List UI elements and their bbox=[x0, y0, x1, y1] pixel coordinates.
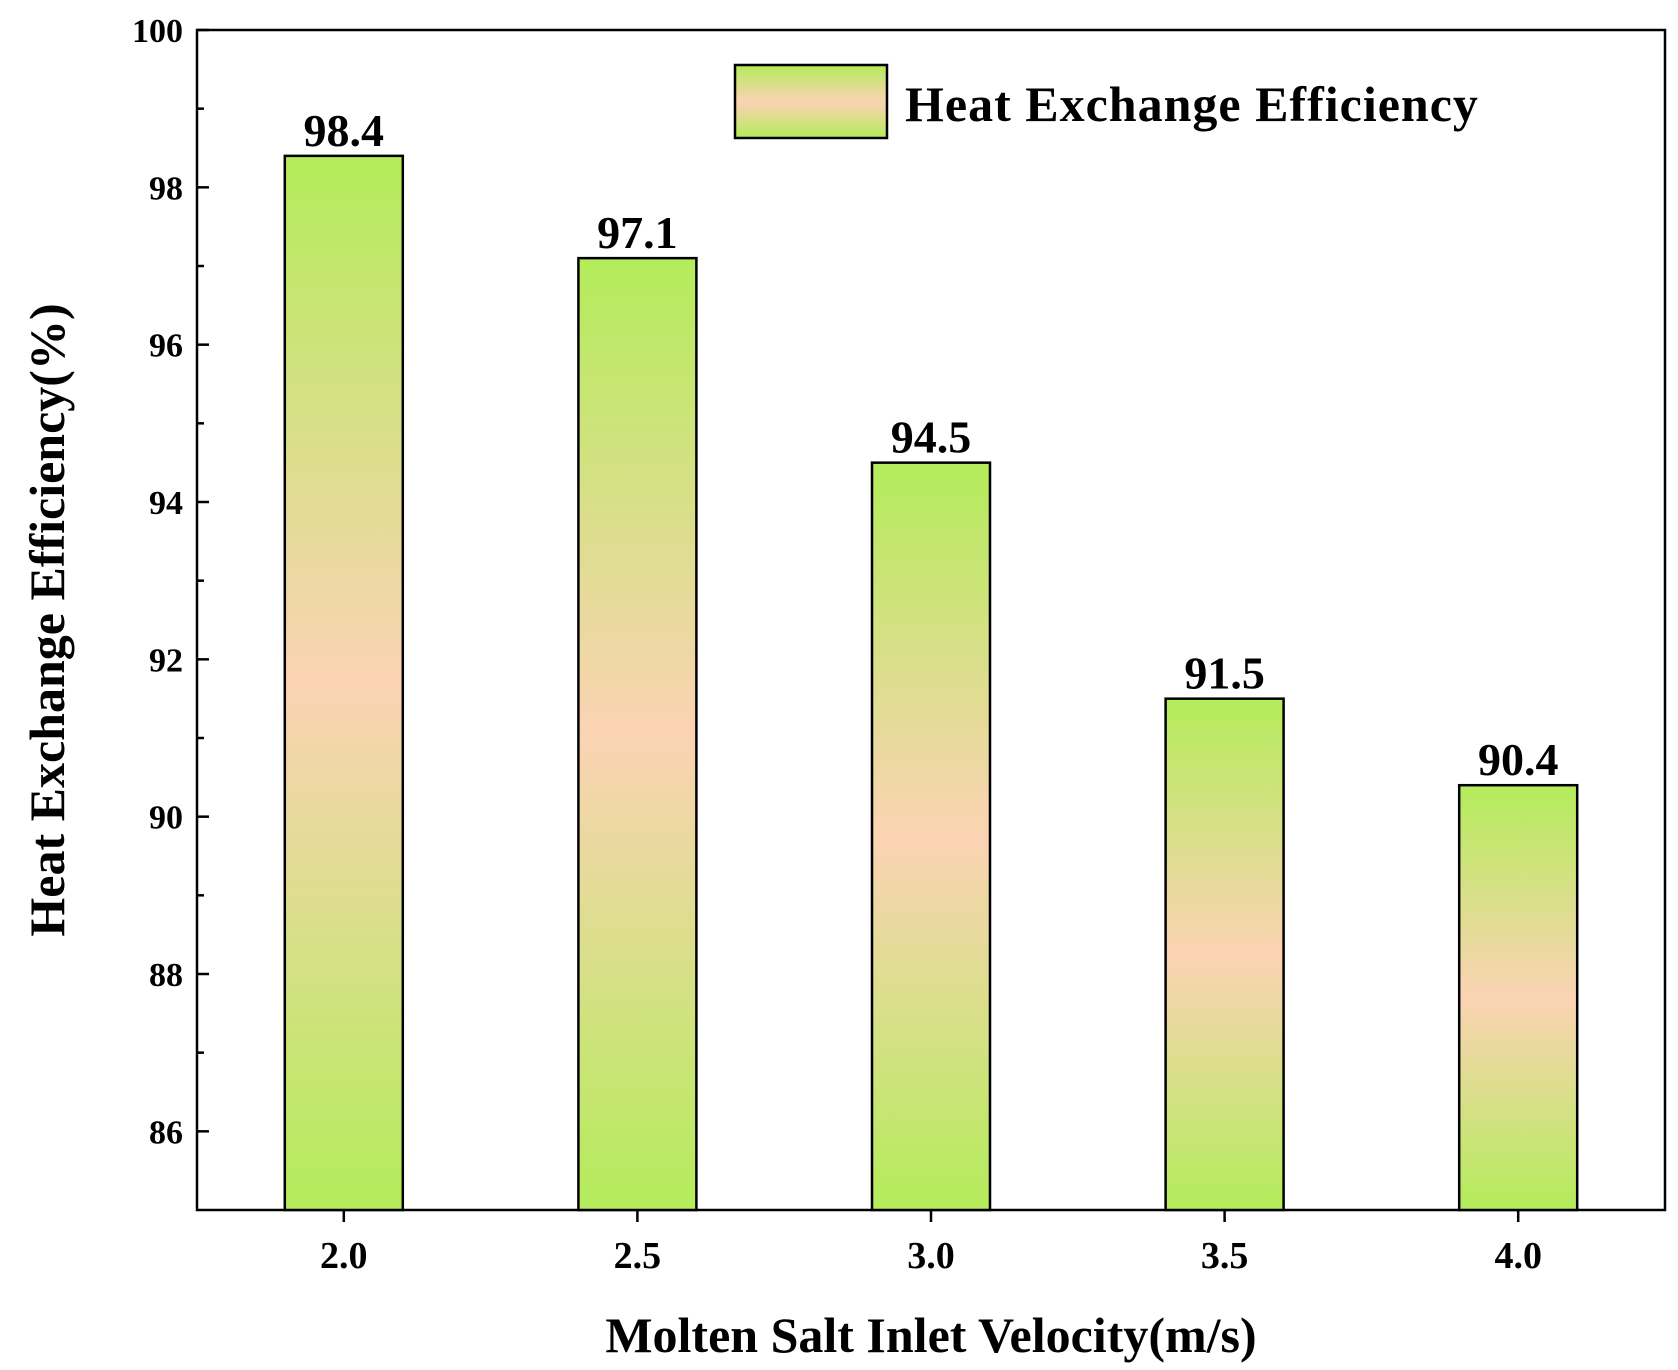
data-labels-group: 98.4 97.1 94.5 91.5 90.4 bbox=[304, 105, 1559, 785]
x-tick-label: 2.5 bbox=[614, 1235, 662, 1277]
y-axis-title: Heat Exchange Efficiency(%) bbox=[19, 303, 75, 936]
bar-4.0 bbox=[1457, 783, 1579, 1212]
data-label-4.0: 90.4 bbox=[1478, 734, 1559, 785]
x-tick-label: 2.0 bbox=[320, 1235, 368, 1277]
y-tick-label: 90 bbox=[149, 800, 183, 837]
x-tick-label: 3.5 bbox=[1201, 1235, 1249, 1277]
y-tick-label: 98 bbox=[149, 170, 183, 207]
bars-group bbox=[283, 154, 1579, 1212]
bar-3.0 bbox=[870, 461, 992, 1212]
legend-label: Heat Exchange Efficiency bbox=[905, 76, 1479, 132]
y-tick-label: 86 bbox=[149, 1114, 183, 1151]
x-axis-title: Molten Salt Inlet Velocity(m/s) bbox=[605, 1307, 1256, 1363]
y-tick-label: 100 bbox=[132, 13, 183, 50]
data-label-3.0: 94.5 bbox=[891, 412, 972, 463]
bar-2.5 bbox=[577, 256, 698, 1212]
x-tick-label: 3.0 bbox=[907, 1235, 955, 1277]
y-axis: 86 88 90 92 94 96 98 100 bbox=[132, 13, 209, 1151]
y-tick-label: 96 bbox=[149, 328, 183, 365]
data-label-2.5: 97.1 bbox=[597, 207, 678, 258]
data-label-2.0: 98.4 bbox=[304, 105, 385, 156]
data-label-3.5: 91.5 bbox=[1184, 648, 1265, 699]
y-tick-label: 94 bbox=[149, 485, 183, 522]
legend: Heat Exchange Efficiency bbox=[733, 63, 1479, 140]
y-tick-label: 88 bbox=[149, 957, 183, 994]
x-tick-label: 4.0 bbox=[1494, 1235, 1542, 1277]
x-axis: 2.0 2.5 3.0 3.5 4.0 bbox=[320, 1210, 1542, 1277]
legend-swatch bbox=[733, 63, 889, 140]
bar-3.5 bbox=[1164, 697, 1285, 1212]
bar-2.0 bbox=[283, 154, 405, 1212]
y-tick-label: 92 bbox=[149, 642, 183, 679]
